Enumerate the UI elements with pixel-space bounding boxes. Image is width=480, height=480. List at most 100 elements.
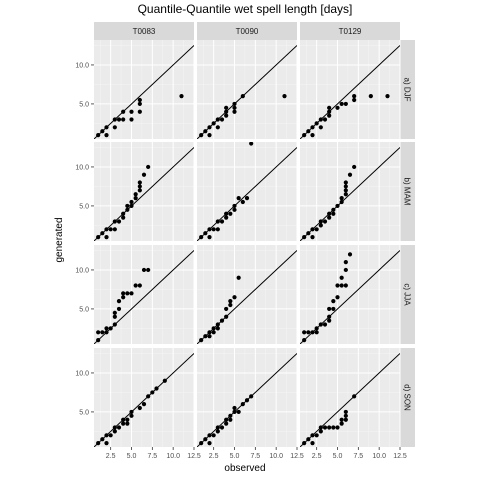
data-point [232, 101, 237, 107]
data-point [112, 310, 117, 315]
y-axis-title: generated [54, 217, 65, 262]
strip-label: T0090 [236, 27, 259, 36]
data-point [232, 105, 237, 110]
data-point [129, 109, 134, 114]
panel-background [197, 142, 297, 241]
data-point [116, 117, 122, 122]
data-point [215, 322, 220, 327]
data-point [104, 125, 109, 130]
data-point [100, 231, 105, 236]
x-tick-label: 10.0 [166, 453, 180, 460]
data-point [125, 207, 130, 212]
data-point [215, 117, 220, 122]
data-point [121, 291, 126, 296]
data-point [133, 283, 138, 288]
data-point [224, 113, 229, 118]
data-point [121, 109, 126, 114]
data-point [141, 402, 147, 407]
strip-label: d) SON [403, 384, 412, 411]
data-point [104, 227, 109, 232]
strip-label: c) JJA [403, 283, 412, 306]
strip-d-son: d) SON [400, 348, 415, 447]
data-point [327, 306, 332, 312]
data-point [228, 302, 233, 308]
x-tick-label: 2.5 [312, 453, 322, 460]
data-point [207, 133, 212, 138]
data-point [96, 441, 101, 446]
data-point [339, 101, 344, 107]
data-point [129, 203, 134, 209]
data-point [352, 97, 357, 103]
data-point [108, 227, 113, 232]
data-point [219, 219, 225, 224]
data-point [236, 409, 241, 415]
data-point [327, 113, 332, 118]
data-point [232, 405, 237, 411]
x-tick-label: 5.0 [333, 453, 343, 460]
y-tick-label: 10.0 [75, 370, 89, 377]
data-point [104, 235, 109, 240]
data-point [327, 215, 332, 220]
data-point [108, 433, 113, 438]
data-point [137, 180, 142, 185]
data-point [199, 441, 204, 446]
data-point [306, 231, 311, 236]
data-point [322, 117, 328, 122]
data-point [137, 101, 142, 107]
data-point [343, 180, 348, 185]
data-point [240, 94, 245, 99]
data-point [146, 164, 151, 170]
data-point [121, 421, 126, 426]
data-point [203, 129, 208, 134]
data-point [125, 203, 130, 209]
data-point [108, 326, 113, 331]
data-point [211, 326, 216, 331]
data-point [219, 117, 225, 122]
data-point [347, 172, 353, 177]
data-point [310, 330, 315, 335]
data-point [314, 121, 319, 126]
data-point [207, 441, 212, 446]
data-point [112, 219, 117, 224]
data-point [112, 425, 117, 430]
data-point [343, 283, 348, 288]
data-point [207, 227, 212, 232]
data-point [352, 394, 357, 399]
data-point [335, 203, 340, 209]
strip-label: T0129 [339, 27, 362, 36]
data-point [314, 227, 319, 232]
data-point [203, 334, 208, 339]
data-point [331, 425, 336, 430]
panel-c-jja-t0090 [197, 245, 298, 344]
data-point [112, 429, 117, 434]
data-point [343, 413, 348, 418]
x-tick-label: 10.0 [269, 453, 283, 460]
data-point [327, 109, 332, 114]
data-point [141, 267, 147, 273]
data-point [339, 417, 344, 422]
data-point [240, 402, 245, 407]
data-point [249, 394, 254, 399]
panel-background [94, 348, 194, 447]
data-point [104, 326, 109, 331]
data-point [224, 109, 229, 114]
data-point [232, 109, 237, 114]
panel-d-son-t0083: 5.0 10.0 2.5 5.0 7.5 10.0 12.5 [75, 348, 201, 460]
y-tick-label: 10.0 [75, 164, 89, 171]
data-point [232, 203, 237, 209]
x-tick-label: 12.5 [393, 453, 407, 460]
data-point [211, 227, 216, 232]
data-point [331, 299, 336, 304]
x-tick-label: 7.5 [353, 453, 363, 460]
data-point [314, 326, 319, 331]
data-point [385, 94, 390, 99]
data-point [352, 164, 357, 170]
data-point [137, 97, 142, 103]
data-point [339, 196, 344, 201]
data-point [224, 306, 229, 312]
reference-line [94, 353, 194, 447]
data-point [121, 417, 126, 422]
data-point [314, 433, 319, 438]
strip-background [400, 40, 415, 139]
data-point [121, 117, 126, 122]
